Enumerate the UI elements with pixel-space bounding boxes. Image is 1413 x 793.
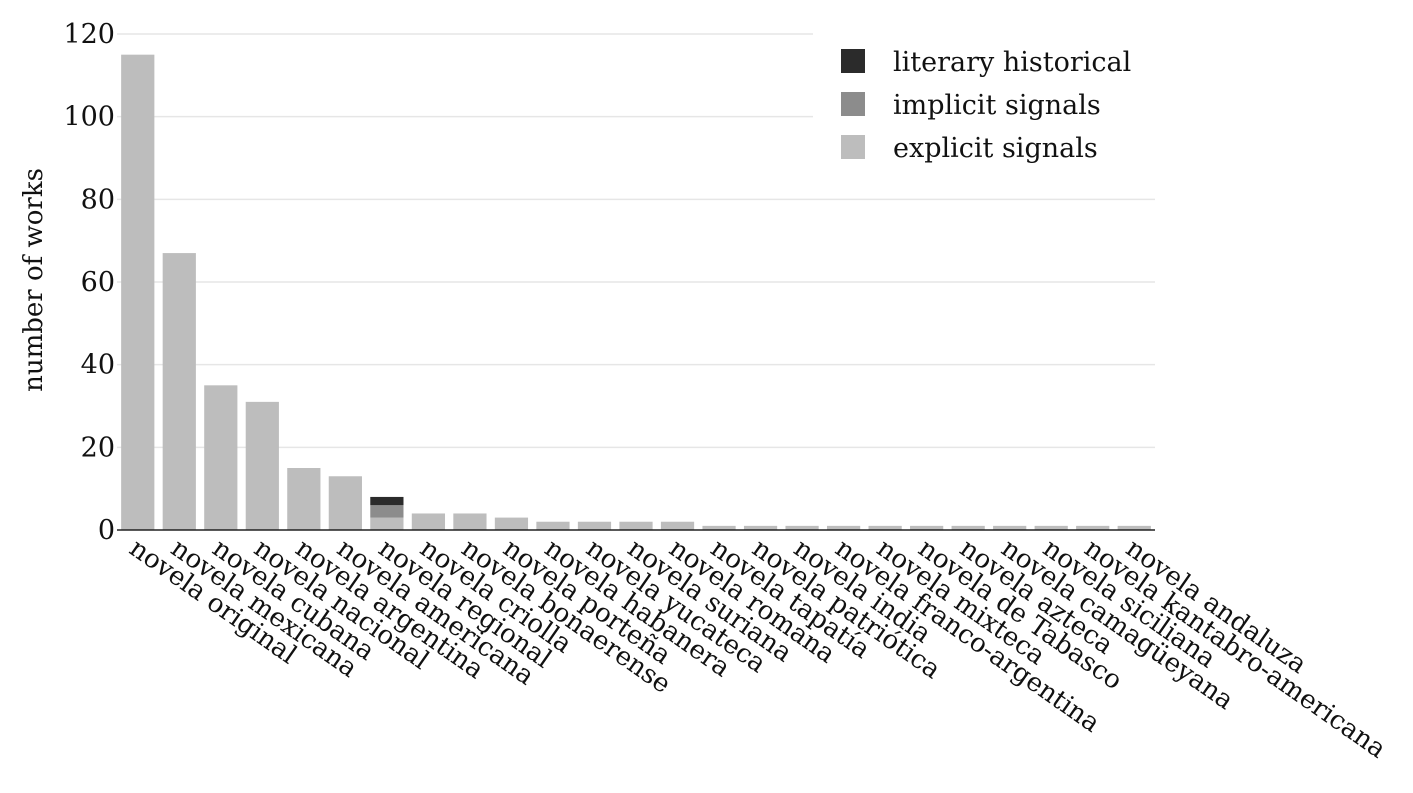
- bar-explicit-signals: [1076, 525, 1110, 530]
- legend-label: explicit signals: [893, 133, 1098, 164]
- x-tick-label: novela kantabro-americana: [1079, 533, 1392, 764]
- grid-layer: [117, 33, 1155, 449]
- bar-implicit-signals: [370, 505, 404, 518]
- bar-explicit-signals: [411, 513, 446, 530]
- bar-explicit-signals: [619, 521, 653, 530]
- bar-explicit-signals: [287, 468, 321, 530]
- bar-explicit-signals: [204, 385, 238, 530]
- bar-explicit-signals: [121, 54, 155, 531]
- bar-explicit-signals: [1117, 525, 1151, 530]
- bar-explicit-signals: [494, 517, 529, 530]
- y-tick-label: 100: [63, 102, 115, 133]
- y-axis-label: number of works: [19, 168, 49, 392]
- bar-literary-historical: [370, 496, 404, 506]
- bar-explicit-signals: [868, 525, 902, 530]
- bar-explicit-signals: [370, 517, 404, 530]
- bar-explicit-signals: [1034, 525, 1068, 530]
- bar-explicit-signals: [536, 521, 570, 530]
- bar-explicit-signals: [660, 521, 695, 530]
- bar-explicit-signals: [577, 521, 612, 530]
- bar-explicit-signals: [785, 525, 819, 530]
- bar-explicit-signals: [951, 525, 985, 530]
- legend-label: literary historical: [893, 47, 1131, 78]
- bar-explicit-signals: [245, 401, 279, 530]
- y-tick-label: 80: [81, 184, 115, 215]
- legend-swatch: [841, 49, 865, 73]
- y-tick-label: 20: [81, 432, 115, 463]
- y-tick-label: 40: [81, 350, 115, 381]
- bar-explicit-signals: [743, 525, 778, 530]
- bar-explicit-signals: [162, 253, 196, 530]
- bars-layer: [121, 54, 1151, 531]
- legend-label: implicit signals: [893, 90, 1101, 121]
- bar-explicit-signals: [993, 525, 1027, 530]
- bar-explicit-signals: [328, 476, 362, 530]
- y-tick-label: 120: [63, 19, 115, 50]
- bar-explicit-signals: [702, 525, 736, 530]
- legend: literary historical implicit signals expli…: [841, 47, 1131, 164]
- bar-explicit-signals: [453, 513, 487, 530]
- y-tick-label: 60: [81, 267, 115, 298]
- legend-swatch: [841, 92, 865, 116]
- bar-explicit-signals: [826, 525, 861, 530]
- bar-explicit-signals: [910, 525, 944, 530]
- legend-swatch: [841, 135, 865, 159]
- y-tick-label: 0: [98, 515, 115, 546]
